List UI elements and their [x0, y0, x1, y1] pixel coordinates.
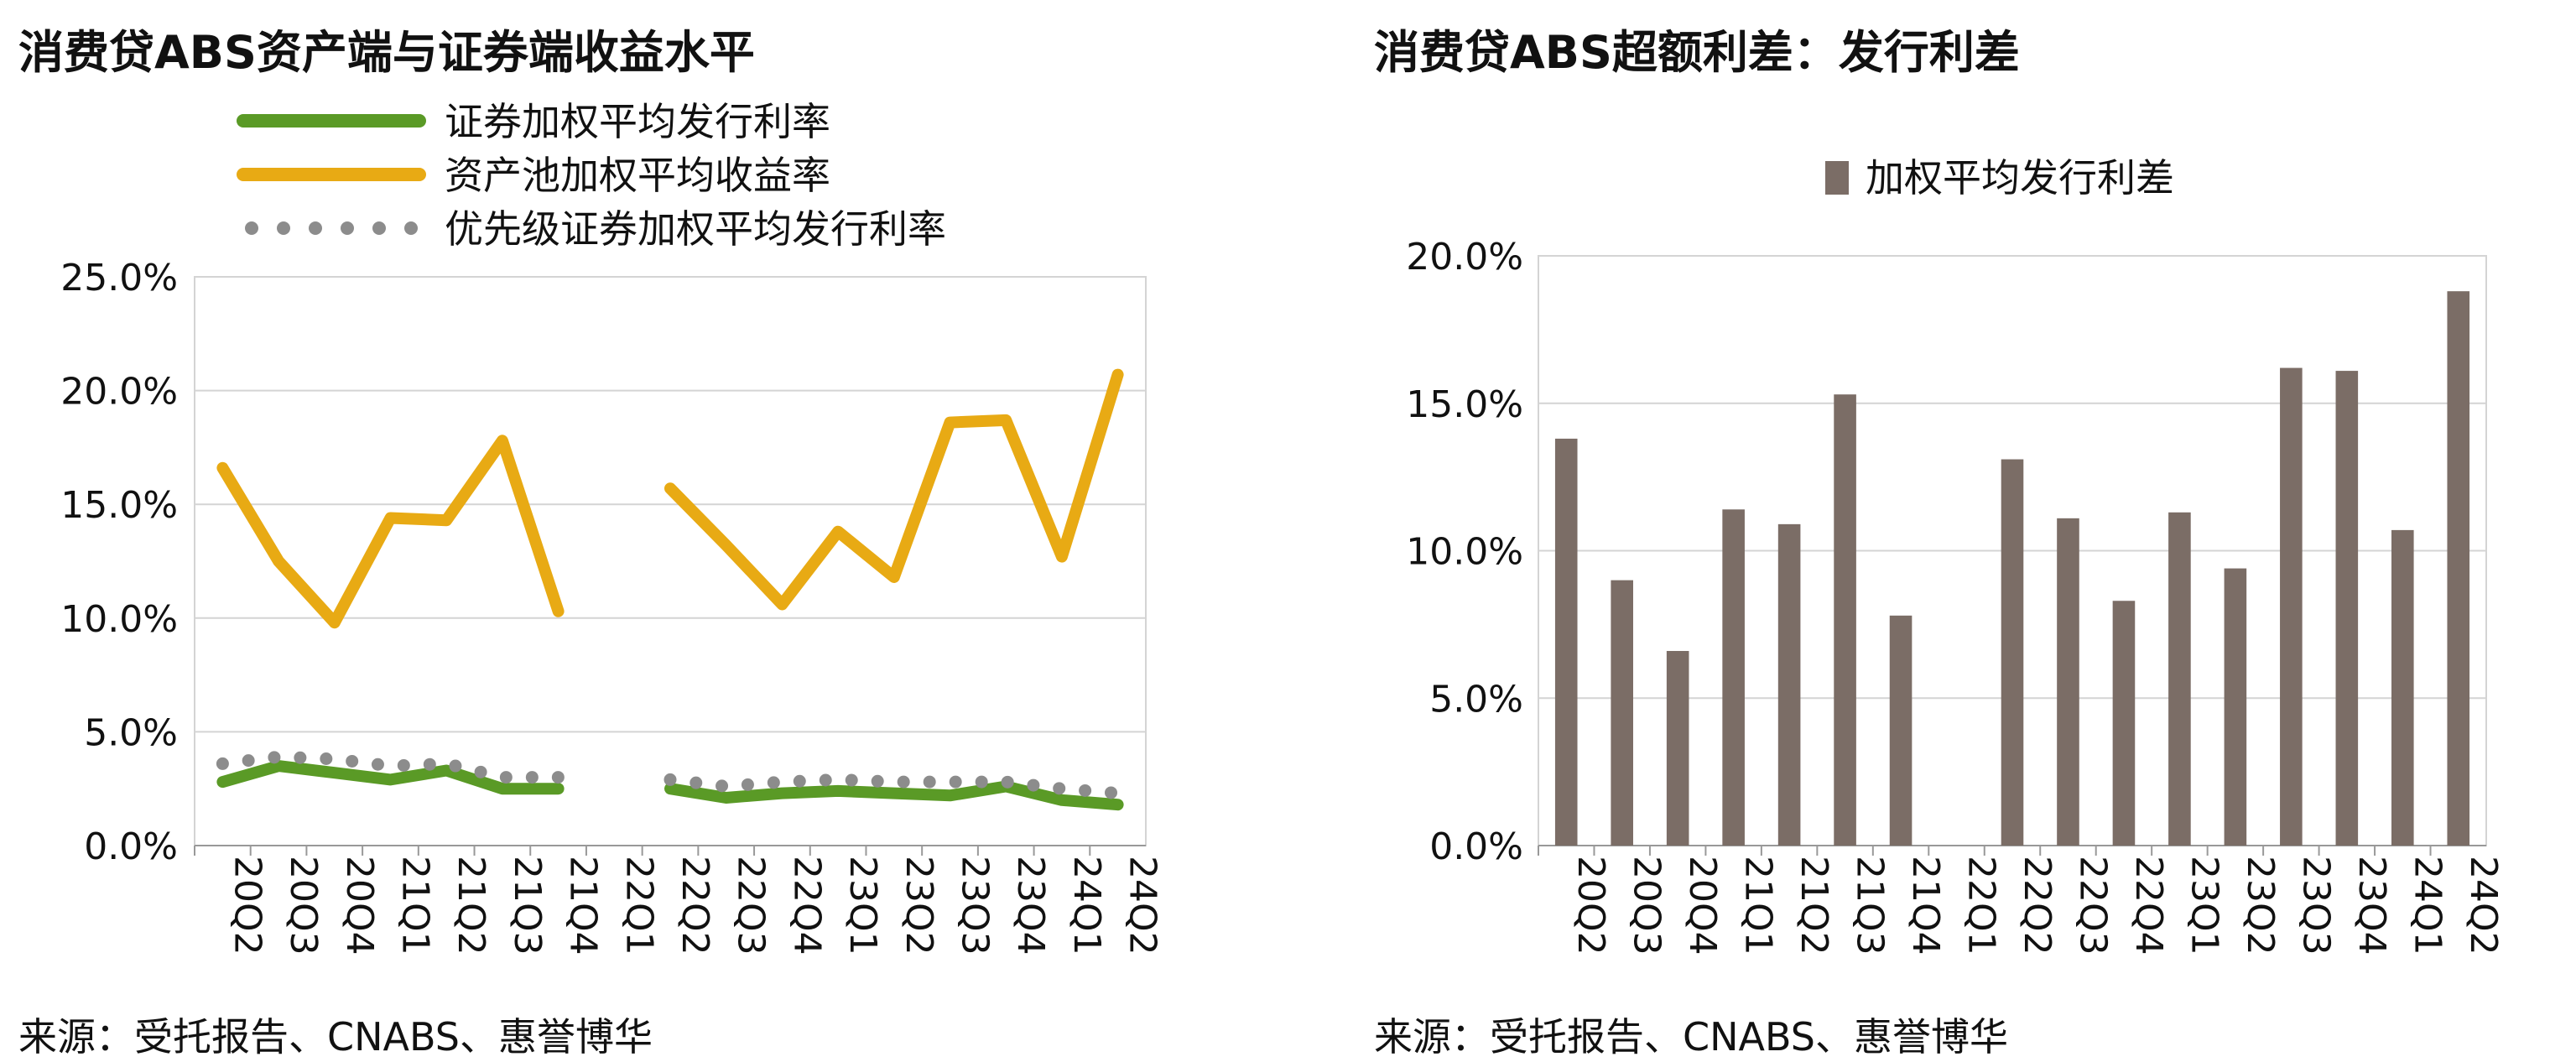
- legend-swatch: [245, 221, 258, 235]
- bar: [2224, 568, 2247, 846]
- x-tick-label: 24Q1: [2406, 856, 2449, 955]
- y-tick-label: 5.0%: [84, 711, 178, 754]
- bar: [1834, 394, 1856, 846]
- x-tick-label: 21Q2: [450, 856, 492, 955]
- left-chart-title: 消费贷ABS资产端与证券端收益水平: [18, 26, 755, 79]
- x-tick-label: 20Q3: [1626, 856, 1668, 955]
- y-tick-label: 5.0%: [1429, 678, 1523, 721]
- legend-label: 资产池加权平均收益率: [445, 153, 830, 198]
- x-tick-label: 21Q3: [1849, 856, 1892, 955]
- x-tick-label: 23Q1: [841, 856, 884, 955]
- legend-swatch: [372, 221, 386, 235]
- bar: [2335, 371, 2359, 846]
- x-tick-label: 21Q1: [393, 856, 436, 955]
- bar: [2391, 529, 2414, 846]
- series-line: [216, 435, 565, 629]
- y-tick-label: 20.0%: [60, 371, 178, 414]
- y-tick-label: 20.0%: [1406, 236, 1523, 279]
- series-line: [216, 750, 565, 784]
- y-tick-label: 10.0%: [60, 598, 178, 641]
- bar: [2112, 601, 2136, 846]
- x-tick-label: 22Q1: [1960, 856, 2003, 955]
- x-tick-label: 20Q2: [1569, 856, 1612, 955]
- left-chart-panel: 消费贷ABS资产端与证券端收益水平 0.0% 5.0% 10.0% 15.0% 20.0…: [0, 0, 1288, 1059]
- bar: [1666, 651, 1689, 846]
- x-tick-label: 23Q2: [2239, 856, 2282, 955]
- legend-swatch: [277, 221, 290, 235]
- y-tick-label: 0.0%: [84, 825, 178, 868]
- x-tick-label: 21Q2: [1793, 856, 1835, 955]
- x-tick-label: 23Q3: [2294, 856, 2337, 955]
- bar: [1722, 509, 1745, 846]
- y-tick-label: 15.0%: [1406, 383, 1523, 426]
- y-tick-label: 15.0%: [60, 484, 178, 527]
- x-tick-label: 23Q1: [2183, 856, 2225, 955]
- bar: [1889, 615, 1912, 846]
- x-tick-label: 23Q4: [1009, 856, 1052, 955]
- bar: [2057, 518, 2079, 846]
- legend-swatch: [341, 221, 354, 235]
- x-tick-label: 23Q2: [898, 856, 940, 955]
- x-tick-label: 24Q1: [1065, 856, 1108, 955]
- legend-swatch: [404, 221, 418, 235]
- x-tick-label: 22Q2: [674, 856, 716, 955]
- bar: [1777, 523, 1801, 846]
- bar: [2168, 512, 2191, 846]
- x-tick-label: 23Q4: [2350, 856, 2393, 955]
- bar: [2447, 291, 2470, 846]
- x-tick-label: 20Q4: [338, 856, 381, 955]
- right-source-note: 来源：受托报告、CNABS、惠誉博华: [1374, 1014, 2008, 1059]
- x-tick-label: 22Q3: [2071, 856, 2114, 955]
- y-tick-label: 10.0%: [1406, 531, 1523, 574]
- series-line: [664, 780, 1124, 811]
- x-tick-label: 24Q2: [1121, 856, 1164, 955]
- x-tick-label: 24Q2: [2462, 856, 2505, 955]
- x-tick-label: 21Q4: [1904, 856, 1947, 955]
- y-tick-label: 0.0%: [1429, 825, 1523, 868]
- legend-label: 证券加权平均发行利率: [445, 99, 830, 144]
- x-tick-label: 23Q3: [954, 856, 997, 955]
- x-tick-label: 20Q3: [282, 856, 325, 955]
- y-tick-label: 25.0%: [60, 257, 178, 299]
- series-line: [664, 773, 1125, 800]
- bar-chart: 0.0% 5.0% 10.0% 15.0% 20.0% 20Q2 20Q3 20Q4 21Q1 2…: [1406, 155, 2505, 955]
- bar: [1611, 580, 1633, 846]
- plot-area-border: [194, 276, 1147, 846]
- left-source-note: 来源：受托报告、CNABS、惠誉博华: [18, 1014, 653, 1059]
- bar: [2001, 459, 2024, 846]
- bar: [2280, 367, 2303, 846]
- x-tick-label: 22Q4: [2127, 856, 2170, 955]
- series-line: [664, 368, 1124, 611]
- x-tick-label: 21Q4: [562, 856, 605, 955]
- bar: [1554, 438, 1578, 846]
- x-tick-label: 22Q3: [730, 856, 773, 955]
- legend-label: 加权平均发行利差: [1866, 155, 2174, 200]
- legend-swatch: [1825, 161, 1849, 195]
- x-tick-label: 22Q2: [2016, 856, 2058, 955]
- x-tick-label: 22Q4: [785, 856, 828, 955]
- line-chart: 0.0% 5.0% 10.0% 15.0% 20.0% 25.0% 20Q2 20Q3 20Q4…: [60, 99, 1164, 955]
- x-tick-label: 21Q3: [506, 856, 549, 955]
- series-line: [216, 760, 565, 795]
- right-chart-panel: 消费贷ABS超额利差：发行利差 0.0% 5.0% 10.0% 15.0% 20.0% 2…: [1288, 0, 2576, 1059]
- x-tick-label: 21Q1: [1737, 856, 1780, 955]
- legend-swatch: [309, 221, 322, 235]
- x-tick-label: 20Q4: [1681, 856, 1724, 955]
- x-tick-label: 20Q2: [226, 856, 268, 955]
- right-chart-title: 消费贷ABS超额利差：发行利差: [1374, 26, 2020, 79]
- legend-label: 优先级证券加权平均发行利率: [445, 206, 946, 252]
- x-tick-label: 22Q1: [617, 856, 660, 955]
